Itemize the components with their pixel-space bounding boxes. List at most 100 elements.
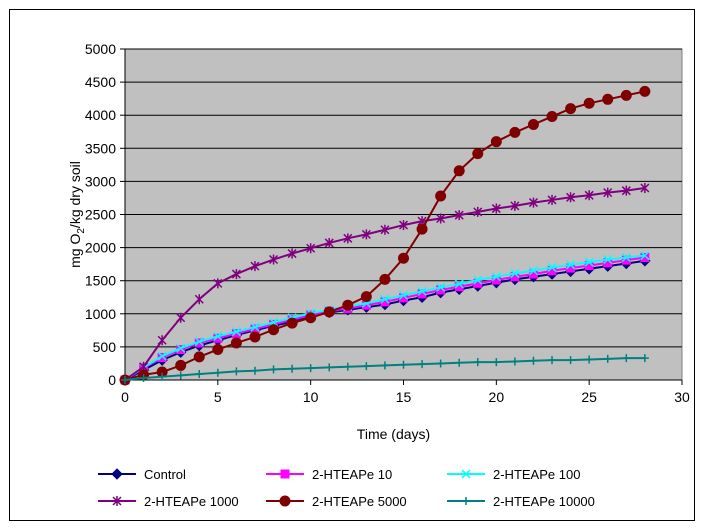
legend-label: 2-HTEAPe 10: [312, 467, 392, 482]
data-point: [342, 299, 354, 311]
data-point: [213, 368, 222, 377]
y-tick-label: 2000: [85, 240, 116, 256]
data-point: [157, 351, 167, 361]
data-point: [176, 371, 185, 380]
data-point: [343, 362, 352, 371]
data-point: [121, 376, 129, 384]
data-point: [379, 273, 391, 285]
data-point: [398, 252, 409, 264]
data-point: [194, 337, 204, 347]
data-point: [305, 312, 317, 324]
data-point: [417, 286, 427, 296]
data-point: [472, 148, 484, 160]
data-point: [212, 344, 224, 356]
data-point: [269, 254, 279, 265]
data-point: [528, 266, 538, 276]
legend-item: Control: [98, 467, 186, 482]
data-point: [436, 285, 446, 295]
data-point: [473, 358, 482, 367]
legend-label: 2-HTEAPe 10000: [493, 494, 595, 509]
data-point: [232, 367, 241, 376]
data-point: [528, 197, 538, 208]
data-point: [548, 356, 557, 365]
data-point: [306, 364, 315, 373]
data-point: [584, 257, 594, 267]
legend-item: 2-HTEAPe 1000: [98, 494, 239, 509]
data-point: [436, 213, 446, 224]
data-point: [287, 248, 297, 259]
y-axis-title-subscript: 2: [76, 228, 87, 234]
x-tick-label: 20: [489, 389, 505, 405]
legend-label: 2-HTEAPe 100: [493, 467, 580, 482]
legend-marker: [112, 496, 122, 506]
data-point: [399, 360, 408, 369]
series-5: [119, 85, 651, 386]
data-point: [176, 343, 186, 353]
y-tick-label: 500: [93, 339, 117, 355]
x-tick-label: 25: [581, 389, 597, 405]
data-point: [250, 261, 260, 272]
x-tick-label: 5: [214, 389, 222, 405]
x-tick-label: 30: [674, 389, 690, 405]
data-point: [490, 136, 502, 148]
data-point: [640, 183, 650, 194]
data-point: [492, 358, 501, 367]
data-point: [455, 358, 464, 367]
data-point: [306, 243, 316, 254]
data-point: [583, 97, 595, 109]
data-point: [139, 374, 148, 383]
y-tick-label: 4000: [85, 107, 116, 123]
data-point: [380, 224, 390, 235]
data-point: [547, 262, 557, 272]
data-point: [268, 324, 280, 336]
data-point: [175, 359, 187, 371]
data-point: [195, 370, 204, 379]
series-6: [121, 354, 649, 384]
data-point: [639, 85, 651, 97]
y-tick-label: 1500: [85, 273, 116, 289]
data-point: [473, 206, 483, 217]
legend-label: 2-HTEAPe 1000: [144, 494, 239, 509]
data-point: [269, 365, 278, 374]
data-point: [231, 327, 241, 337]
y-tick-label: 1000: [85, 306, 116, 322]
data-point: [585, 355, 594, 364]
data-point: [157, 335, 167, 346]
data-point: [158, 372, 167, 381]
data-point: [640, 251, 650, 261]
legend-item: 2-HTEAPe 10000: [447, 494, 595, 509]
data-point: [454, 210, 464, 221]
data-point: [362, 362, 371, 371]
data-point: [399, 293, 408, 303]
line-chart: 0 500 1000 1500 2000 2500 3000 3500 4000 4500 5000…: [67, 41, 690, 509]
data-point: [380, 361, 389, 370]
data-point: [510, 268, 520, 278]
data-point: [620, 89, 632, 101]
legend-item: 2-HTEAPe 100: [447, 467, 580, 482]
legend-marker: [461, 469, 471, 479]
data-point: [323, 306, 335, 318]
y-tick-label: 4500: [85, 74, 116, 90]
data-point: [621, 185, 631, 196]
legend-item: 2-HTEAPe 5000: [266, 494, 407, 509]
y-tick-label: 0: [108, 372, 116, 388]
data-point: [565, 103, 577, 115]
data-point: [436, 359, 445, 368]
y-tick-label: 5000: [85, 41, 116, 57]
data-point: [250, 366, 259, 375]
data-point: [621, 252, 631, 263]
legend: Control 2-HTEAPe 10 2-HTEAPe 100 2-HTEAPe 1…: [98, 467, 595, 509]
data-point: [324, 237, 334, 248]
data-point: [250, 322, 260, 332]
data-point: [584, 190, 594, 201]
data-point: [566, 192, 576, 203]
data-point: [230, 337, 242, 349]
data-point: [491, 203, 501, 214]
data-point: [510, 357, 519, 366]
data-point: [621, 255, 631, 265]
data-point: [193, 351, 205, 363]
data-point: [213, 331, 223, 341]
data-point: [286, 317, 298, 329]
data-point: [546, 111, 558, 123]
data-point: [603, 187, 613, 198]
